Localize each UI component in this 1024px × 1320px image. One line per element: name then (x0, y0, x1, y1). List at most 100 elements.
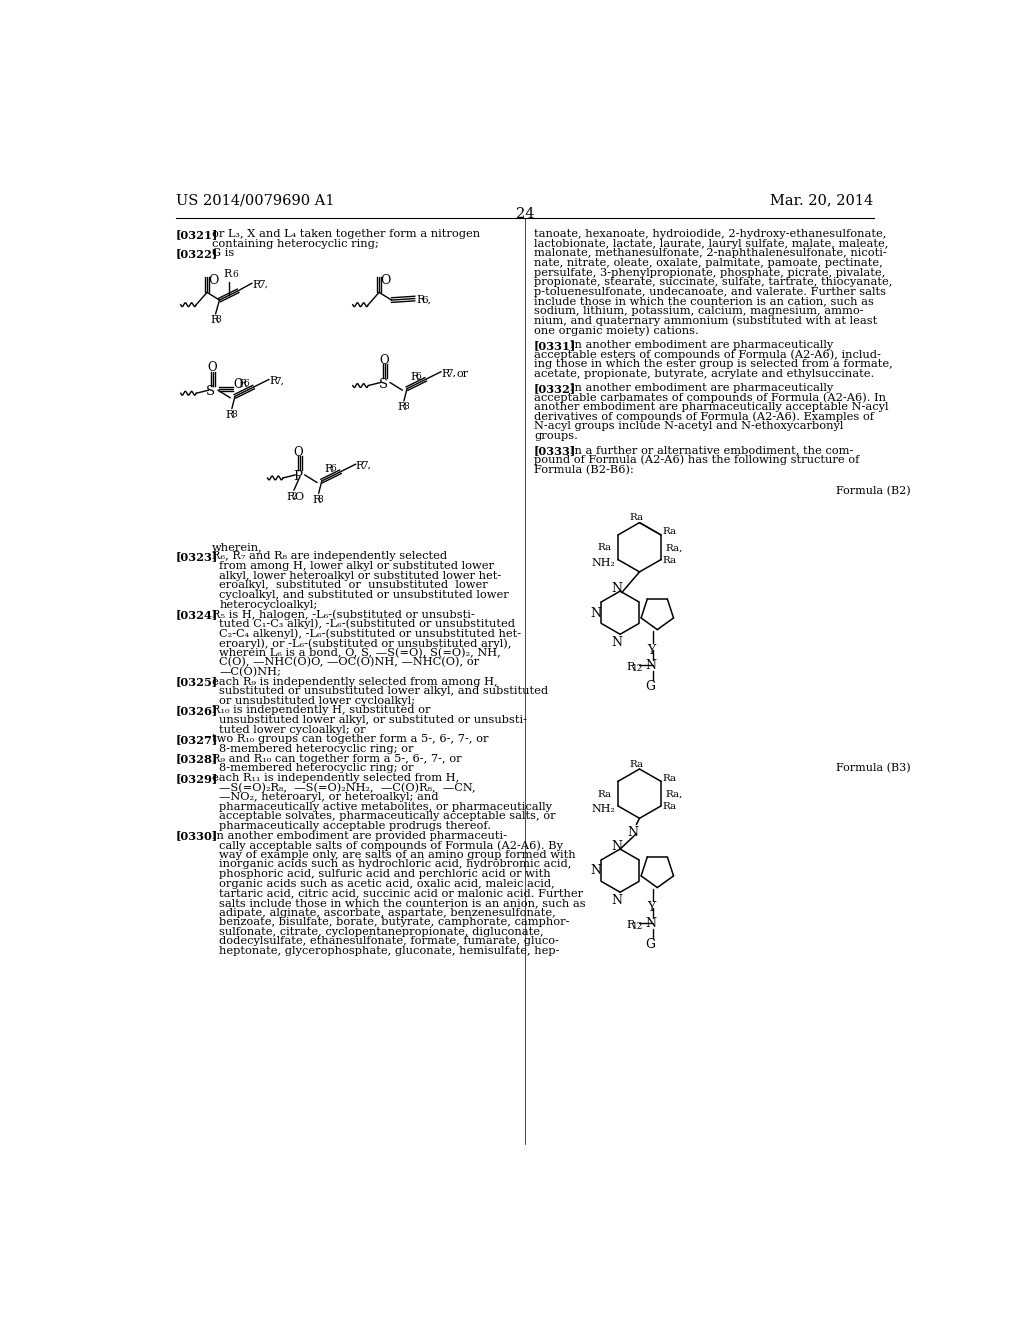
Text: In another embodiment are pharmaceutically: In another embodiment are pharmaceutical… (569, 383, 833, 393)
Text: N: N (611, 894, 623, 907)
Text: organic acids such as acetic acid, oxalic acid, maleic acid,: organic acids such as acetic acid, oxali… (219, 879, 555, 888)
Text: Formula (B2): Formula (B2) (837, 486, 911, 496)
Text: acceptable carbamates of compounds of Formula (A2-A6). In: acceptable carbamates of compounds of Fo… (535, 392, 886, 403)
Text: S: S (207, 385, 215, 399)
Text: N: N (591, 607, 602, 619)
Text: NH₂: NH₂ (592, 558, 615, 568)
Text: Y: Y (647, 902, 655, 915)
Text: N: N (611, 840, 623, 853)
Text: 7,: 7, (274, 376, 285, 385)
Text: Y: Y (647, 644, 655, 656)
Text: 8-membered heterocyclic ring; or: 8-membered heterocyclic ring; or (219, 744, 414, 754)
Text: [0322]: [0322] (176, 248, 218, 260)
Text: Ra: Ra (663, 803, 677, 810)
Text: groups.: groups. (535, 430, 578, 441)
Text: substituted or unsubstituted lower alkyl, and substituted: substituted or unsubstituted lower alkyl… (219, 686, 549, 696)
Text: [0328]: [0328] (176, 754, 218, 764)
Text: N: N (645, 659, 655, 672)
Text: 8: 8 (216, 314, 221, 323)
Text: R: R (325, 465, 333, 474)
Text: R: R (238, 379, 247, 389)
Text: 7,: 7, (258, 280, 268, 289)
Text: Ra: Ra (630, 513, 643, 523)
Text: 6: 6 (232, 269, 239, 279)
Text: [0327]: [0327] (176, 734, 218, 746)
Text: 6: 6 (416, 372, 421, 380)
Text: O: O (379, 354, 389, 367)
Text: acceptable solvates, pharmaceutically acceptable salts, or: acceptable solvates, pharmaceutically ac… (219, 812, 556, 821)
Text: include those in which the counterion is an cation, such as: include those in which the counterion is… (535, 297, 873, 306)
Text: R: R (223, 268, 231, 279)
Text: pharmaceutically active metabolites, or pharmaceutically: pharmaceutically active metabolites, or … (219, 801, 553, 812)
Text: O: O (381, 275, 391, 286)
Text: US 2014/0079690 A1: US 2014/0079690 A1 (176, 193, 335, 207)
Text: pound of Formula (A2-A6) has the following structure of: pound of Formula (A2-A6) has the followi… (535, 455, 859, 466)
Text: —NO₂, heteroaryl, or heteroalkyl; and: —NO₂, heteroaryl, or heteroalkyl; and (219, 792, 439, 803)
Text: [0325]: [0325] (176, 677, 218, 688)
Text: [0331]: [0331] (535, 339, 577, 351)
Text: [0333]: [0333] (535, 445, 577, 457)
Text: N: N (611, 636, 623, 649)
Text: wherein L₆ is a bond, O, S, —S(=O), S(=O)₂, NH,: wherein L₆ is a bond, O, S, —S(=O), S(=O… (219, 648, 501, 659)
Text: G: G (645, 937, 655, 950)
Text: derivatives of compounds of Formula (A2-A6). Examples of: derivatives of compounds of Formula (A2-… (535, 412, 874, 422)
Text: tuted lower cycloalkyl; or: tuted lower cycloalkyl; or (219, 725, 366, 735)
Text: N: N (611, 582, 623, 595)
Text: cally acceptable salts of compounds of Formula (A2-A6). By: cally acceptable salts of compounds of F… (219, 841, 563, 851)
Text: or: or (457, 368, 469, 379)
Text: R: R (210, 314, 218, 325)
Text: Ra: Ra (663, 774, 677, 783)
Text: 6: 6 (331, 465, 336, 473)
Text: R₉ and R₁₀ can together form a 5-, 6-, 7-, or: R₉ and R₁₀ can together form a 5-, 6-, 7… (212, 754, 462, 763)
Text: Formula (B2-B6):: Formula (B2-B6): (535, 465, 634, 475)
Text: R: R (417, 296, 425, 305)
Text: pharmaceutically acceptable prodrugs thereof.: pharmaceutically acceptable prodrugs the… (219, 821, 492, 832)
Text: R: R (397, 403, 406, 412)
Text: 8: 8 (231, 411, 237, 420)
Text: tuted C₁-C₃ alkyl), -L₆-(substituted or unsubstituted: tuted C₁-C₃ alkyl), -L₆-(substituted or … (219, 619, 515, 630)
Text: R₅ is H, halogen, -L₆-(substituted or unsubsti-: R₅ is H, halogen, -L₆-(substituted or un… (212, 610, 474, 620)
Text: Ra: Ra (630, 760, 643, 768)
Text: eroalkyl,  substituted  or  unsubstituted  lower: eroalkyl, substituted or unsubstituted l… (219, 581, 488, 590)
Text: In another embodiment are provided pharmaceuti-: In another embodiment are provided pharm… (212, 830, 507, 841)
Text: [0329]: [0329] (176, 774, 218, 784)
Text: R: R (441, 368, 450, 379)
Text: Ra: Ra (663, 527, 677, 536)
Text: acetate, propionate, butyrate, acrylate and ethylsuccinate.: acetate, propionate, butyrate, acrylate … (535, 368, 874, 379)
Text: or L₃, X and L₄ taken together form a nitrogen: or L₃, X and L₄ taken together form a ni… (212, 230, 480, 239)
Text: each R₉ is independently selected from among H,: each R₉ is independently selected from a… (212, 677, 498, 686)
Text: or unsubstituted lower cycloalkyl;: or unsubstituted lower cycloalkyl; (219, 696, 416, 706)
Text: malonate, methanesulfonate, 2-naphthalenesulfonate, nicoti-: malonate, methanesulfonate, 2-naphthalen… (535, 248, 887, 259)
Text: adipate, alginate, ascorbate, aspartate, benzenesulfonate,: adipate, alginate, ascorbate, aspartate,… (219, 908, 556, 917)
Text: N-acyl groups include N-acetyl and N-ethoxycarbonyl: N-acyl groups include N-acetyl and N-eth… (535, 421, 844, 432)
Text: sodium, lithium, potassium, calcium, magnesium, ammo-: sodium, lithium, potassium, calcium, mag… (535, 306, 863, 317)
Text: P: P (293, 470, 302, 483)
Text: two R₁₀ groups can together form a 5-, 6-, 7-, or: two R₁₀ groups can together form a 5-, 6… (212, 734, 488, 744)
Text: 6: 6 (244, 379, 249, 388)
Text: 8: 8 (403, 403, 409, 412)
Text: Mar. 20, 2014: Mar. 20, 2014 (770, 193, 873, 207)
Text: alkyl, lower heteroalkyl or substituted lower het-: alkyl, lower heteroalkyl or substituted … (219, 570, 502, 581)
Text: O: O (294, 446, 303, 459)
Text: 8: 8 (317, 495, 324, 504)
Text: —S(=O)₂R₈,  —S(=O)₂NH₂,  —C(O)R₈,  —CN,: —S(=O)₂R₈, —S(=O)₂NH₂, —C(O)R₈, —CN, (219, 783, 476, 793)
Text: O: O (209, 275, 219, 286)
Text: N: N (645, 917, 655, 929)
Text: In a further or alternative embodiment, the com-: In a further or alternative embodiment, … (569, 445, 853, 455)
Text: Ra: Ra (663, 556, 677, 565)
Text: acceptable esters of compounds of Formula (A2-A6), includ-: acceptable esters of compounds of Formul… (535, 350, 881, 360)
Text: O: O (233, 379, 243, 391)
Text: O: O (207, 362, 217, 375)
Text: [0330]: [0330] (176, 830, 218, 842)
Text: N: N (627, 826, 638, 840)
Text: R: R (627, 920, 635, 929)
Text: tartaric acid, citric acid, succinic acid or malonic acid. Further: tartaric acid, citric acid, succinic aci… (219, 888, 584, 899)
Text: C(O), —NHC(O)O, —OC(O)NH, —NHC(O), or: C(O), —NHC(O)O, —OC(O)NH, —NHC(O), or (219, 657, 479, 668)
Text: from among H, lower alkyl or substituted lower: from among H, lower alkyl or substituted… (219, 561, 495, 572)
Text: dodecylsulfate, ethanesulfonate, formate, fumarate, gluco-: dodecylsulfate, ethanesulfonate, formate… (219, 936, 559, 946)
Text: [0323]: [0323] (176, 552, 218, 562)
Text: In another embodiment are pharmaceutically: In another embodiment are pharmaceutical… (569, 339, 833, 350)
Text: C₂-C₄ alkenyl), -L₆-(substituted or unsubstituted het-: C₂-C₄ alkenyl), -L₆-(substituted or unsu… (219, 628, 521, 639)
Text: benzoate, bisulfate, borate, butyrate, camphorate, camphor-: benzoate, bisulfate, borate, butyrate, c… (219, 917, 570, 927)
Text: one organic moiety) cations.: one organic moiety) cations. (535, 326, 698, 337)
